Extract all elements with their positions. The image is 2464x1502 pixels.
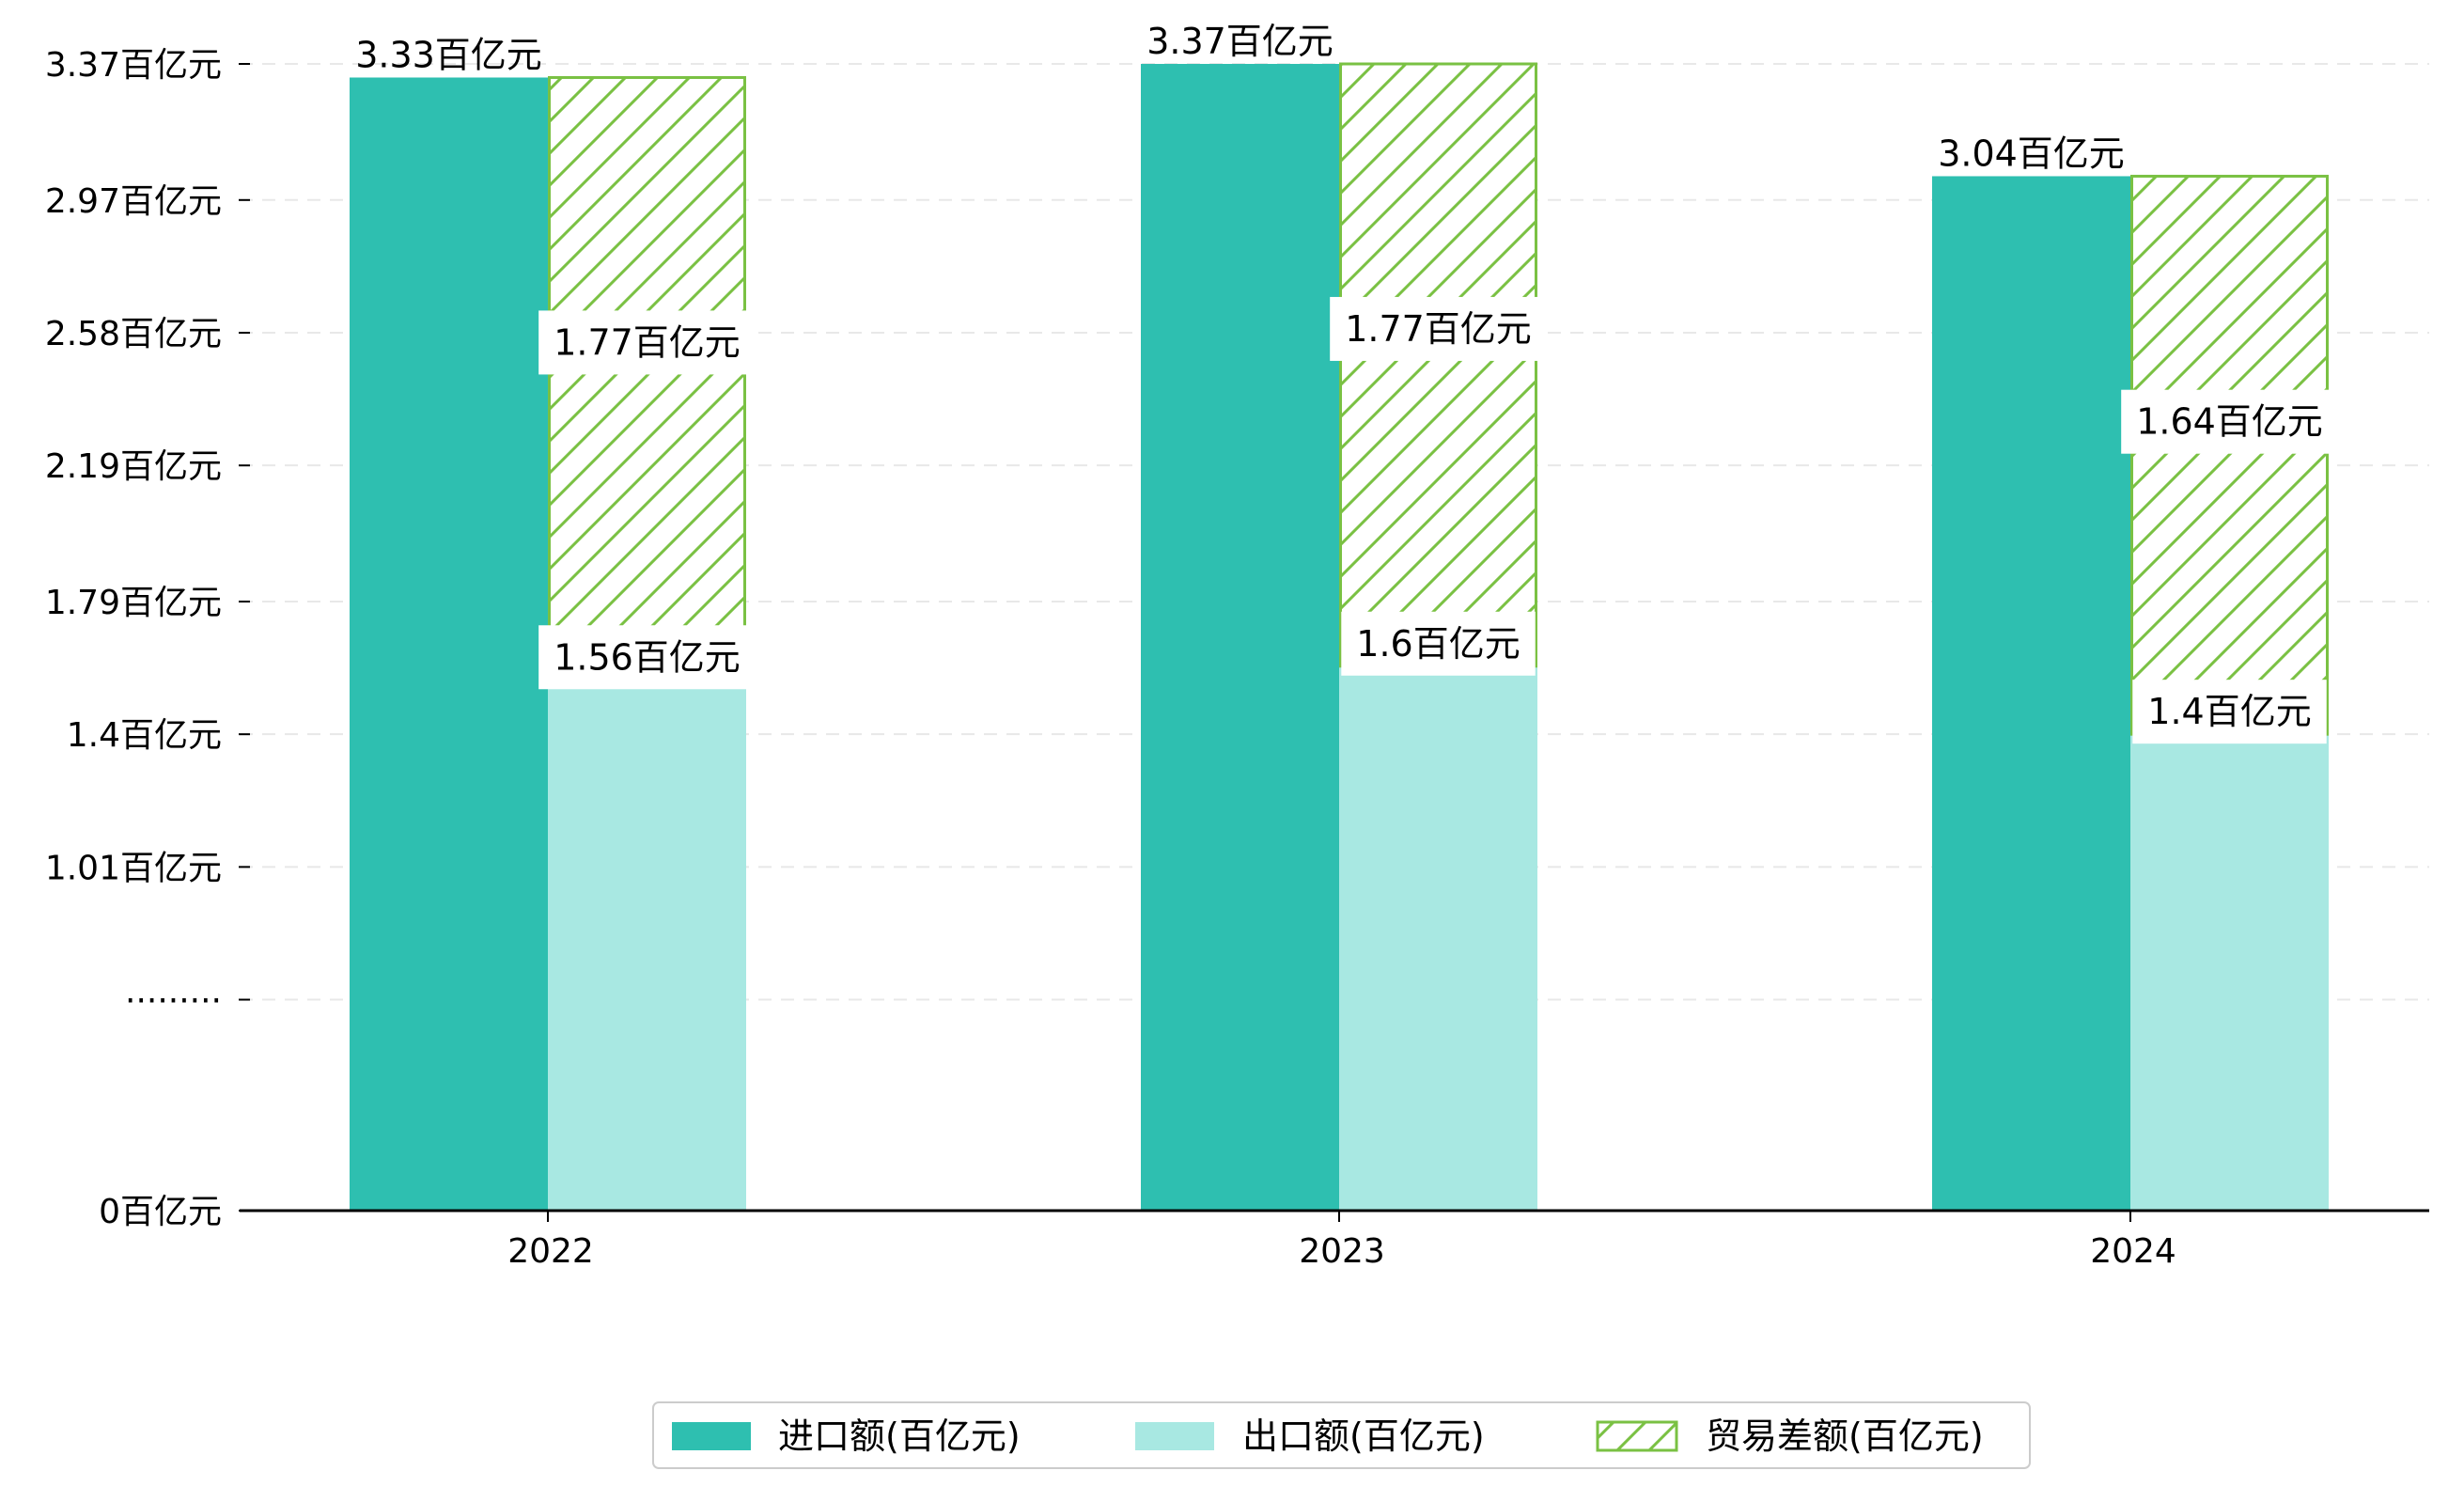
y-tick-label: 0百亿元 [99, 1193, 222, 1231]
data-label-balance-2022-text: 1.77百亿元 [554, 321, 741, 363]
y-axis-ticks: 0百亿元 ········· 1.01百亿元 1.4百亿元 1.79百亿元 2.19百亿元… [45, 46, 250, 1231]
bar-export-2022 [548, 680, 746, 1211]
data-label-import-2024: 3.04百亿元 [1938, 133, 2125, 174]
data-label-export-2024-text: 1.4百亿元 [2147, 691, 2311, 732]
data-label-balance-2024-box [2121, 389, 2338, 454]
x-tick-label: 2023 [1299, 1232, 1385, 1271]
bar-balance-2024 [2130, 174, 2329, 736]
data-label-balance-2023-box [1330, 296, 1547, 361]
data-label-export-2024-box [2132, 680, 2327, 744]
data-label-balance-2022: 1.77百亿元 [538, 310, 756, 375]
data-label-export-2023: 1.6百亿元 [1341, 611, 1536, 676]
data-label-import-2023: 3.37百亿元 [1146, 21, 1333, 62]
legend-label: 进口额(百亿元) [778, 1416, 1021, 1457]
bar-import-2022 [350, 77, 548, 1211]
y-tick-label: 1.79百亿元 [45, 584, 222, 622]
legend-item-2: 出口额(百亿元) [1135, 1416, 1485, 1457]
y-tick-label: 1.4百亿元 [67, 716, 222, 755]
y-tick-label: 2.19百亿元 [45, 447, 222, 486]
x-axis-ticks: 2022 2023 2024 [507, 1211, 2176, 1271]
y-tick-label: 2.97百亿元 [45, 182, 222, 221]
data-labels: 3.33百亿元 1.56百亿元 1.77百亿元 3.37百亿元 1.6百亿元 1.77百亿… [355, 21, 2338, 744]
data-label-export-2022-box [538, 625, 756, 690]
data-label-import-2023-text: 3.37百亿元 [1146, 21, 1333, 62]
y-tick-label: 1.01百亿元 [45, 849, 222, 887]
y-tick-label: 3.37百亿元 [45, 46, 222, 85]
legend: 进口额(百亿元) 出口额(百亿元) 贸易差额(百亿元) [652, 1401, 2031, 1469]
legend-label: 出口额(百亿元) [1242, 1416, 1485, 1457]
data-label-import-2024-text: 3.04百亿元 [1938, 133, 2125, 174]
data-label-export-2022: 1.56百亿元 [538, 625, 756, 690]
x-tick-label: 2024 [2090, 1232, 2176, 1271]
legend-item-3: 贸易差额(百亿元) [1596, 1416, 1984, 1457]
legend-frame [652, 1401, 2031, 1469]
data-label-import-2022: 3.33百亿元 [355, 34, 542, 75]
bar-balance-2023 [1339, 62, 1537, 668]
legend-label: 贸易差额(百亿元) [1706, 1416, 1984, 1457]
bar-export-2023 [1339, 665, 1537, 1211]
legend-swatch [672, 1422, 751, 1450]
data-label-import-2022-text: 3.33百亿元 [355, 34, 542, 75]
bar-import-2024 [1932, 176, 2130, 1212]
data-label-export-2024: 1.4百亿元 [2132, 680, 2327, 744]
legend-item-1: 进口额(百亿元) [672, 1416, 1021, 1457]
data-label-balance-2022-box [538, 310, 756, 375]
legend-swatch [1596, 1420, 1678, 1452]
bars [350, 62, 2329, 1212]
data-label-export-2023-text: 1.6百亿元 [1356, 623, 1520, 665]
y-tick-label: ········· [125, 982, 222, 1021]
legend-swatch [1135, 1422, 1214, 1450]
data-label-export-2023-box [1341, 611, 1536, 676]
data-label-balance-2024: 1.64百亿元 [2121, 389, 2338, 454]
bar-balance-2022 [548, 75, 746, 681]
data-label-balance-2023-text: 1.77百亿元 [1345, 308, 1532, 350]
y-tick-label: 2.58百亿元 [45, 315, 222, 353]
data-label-balance-2023: 1.77百亿元 [1330, 296, 1547, 361]
bar-import-2023 [1141, 64, 1339, 1211]
data-label-export-2022-text: 1.56百亿元 [554, 636, 741, 678]
bar-export-2024 [2130, 734, 2329, 1211]
x-tick-label: 2022 [507, 1232, 594, 1271]
data-label-balance-2024-text: 1.64百亿元 [2136, 401, 2323, 443]
